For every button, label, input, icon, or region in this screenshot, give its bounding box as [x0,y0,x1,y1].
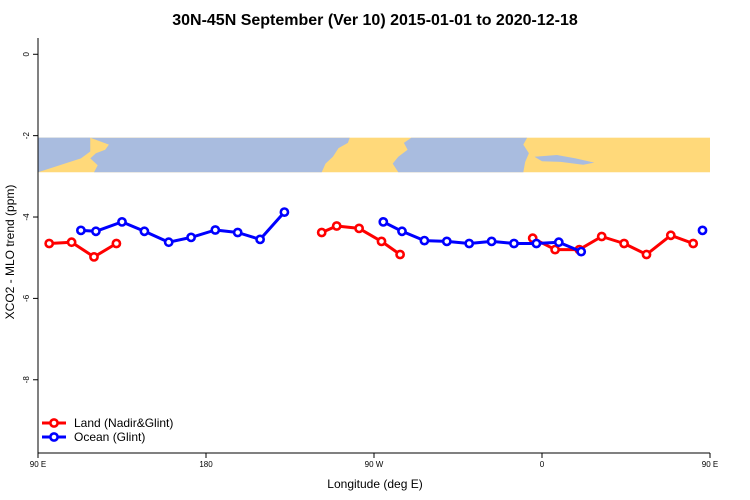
data-point [531,238,542,249]
data-point [210,225,221,235]
data-point [464,238,475,249]
x-tick-label: 0 [540,460,545,469]
data-point [255,234,265,245]
series-layer [44,207,708,262]
series-line [80,211,286,244]
series-line [49,240,118,259]
data-point [316,227,327,238]
data-point [641,249,652,260]
data-point [596,231,607,242]
data-point [395,249,405,260]
data-point [117,216,127,227]
data-point [441,236,452,247]
data-point [376,236,387,247]
y-tick-label: -4 [22,213,31,221]
data-point [139,226,150,237]
data-point [486,236,497,247]
legend: Land (Nadir&Glint)Ocean (Glint) [42,416,173,444]
data-point [186,232,196,243]
data-point [331,221,342,231]
y-axis-label: XCO2 - MLO trend (ppm) [3,185,17,320]
data-point [665,230,676,241]
pacific-ocean [90,137,350,173]
series-1 [76,207,708,257]
data-point [397,226,407,237]
x-axis-label: Longitude (deg E) [327,477,422,491]
data-point [697,225,708,236]
x-ticks: 90 E 180 90 W 0 90 E [30,453,718,469]
data-point [619,238,629,249]
data-point [550,244,560,255]
data-point [232,227,243,238]
data-point [354,223,364,234]
legend-label: Land (Nadir&Glint) [74,416,173,430]
chart-title: 30N-45N September (Ver 10) 2015-01-01 to… [172,12,578,29]
data-point [419,235,430,246]
data-point [44,238,55,249]
data-point [111,238,122,249]
y-tick-label: -8 [22,376,31,384]
plot-frame [37,38,710,454]
x-tick-label: 90 E [30,460,46,469]
series-line [382,220,582,253]
series-0 [44,221,699,262]
west-ocean-edge [38,137,91,173]
data-point [553,237,564,248]
mediterranean-sea [534,155,595,165]
data-point [378,216,389,227]
data-point [76,225,86,236]
data-point [279,207,290,217]
y-ticks: 0 -2 -4 -6 -8 [22,52,38,384]
x-tick-label: 180 [199,460,213,469]
data-point [509,238,519,249]
data-point [163,237,174,248]
legend-marker [49,418,59,428]
x-tick-label: 90 W [365,460,384,469]
x-tick-label: 90 E [702,460,718,469]
world-map-band [38,137,710,173]
data-point [66,237,77,248]
data-point [89,251,99,262]
legend-label: Ocean (Glint) [74,430,145,444]
data-point [576,246,587,257]
data-point [91,226,101,237]
atlantic-ocean [392,137,529,173]
legend-marker [49,432,59,442]
data-point [688,238,699,249]
y-tick-label: -6 [22,294,31,302]
y-tick-label: -2 [22,132,31,140]
y-tick-label: 0 [22,52,31,57]
